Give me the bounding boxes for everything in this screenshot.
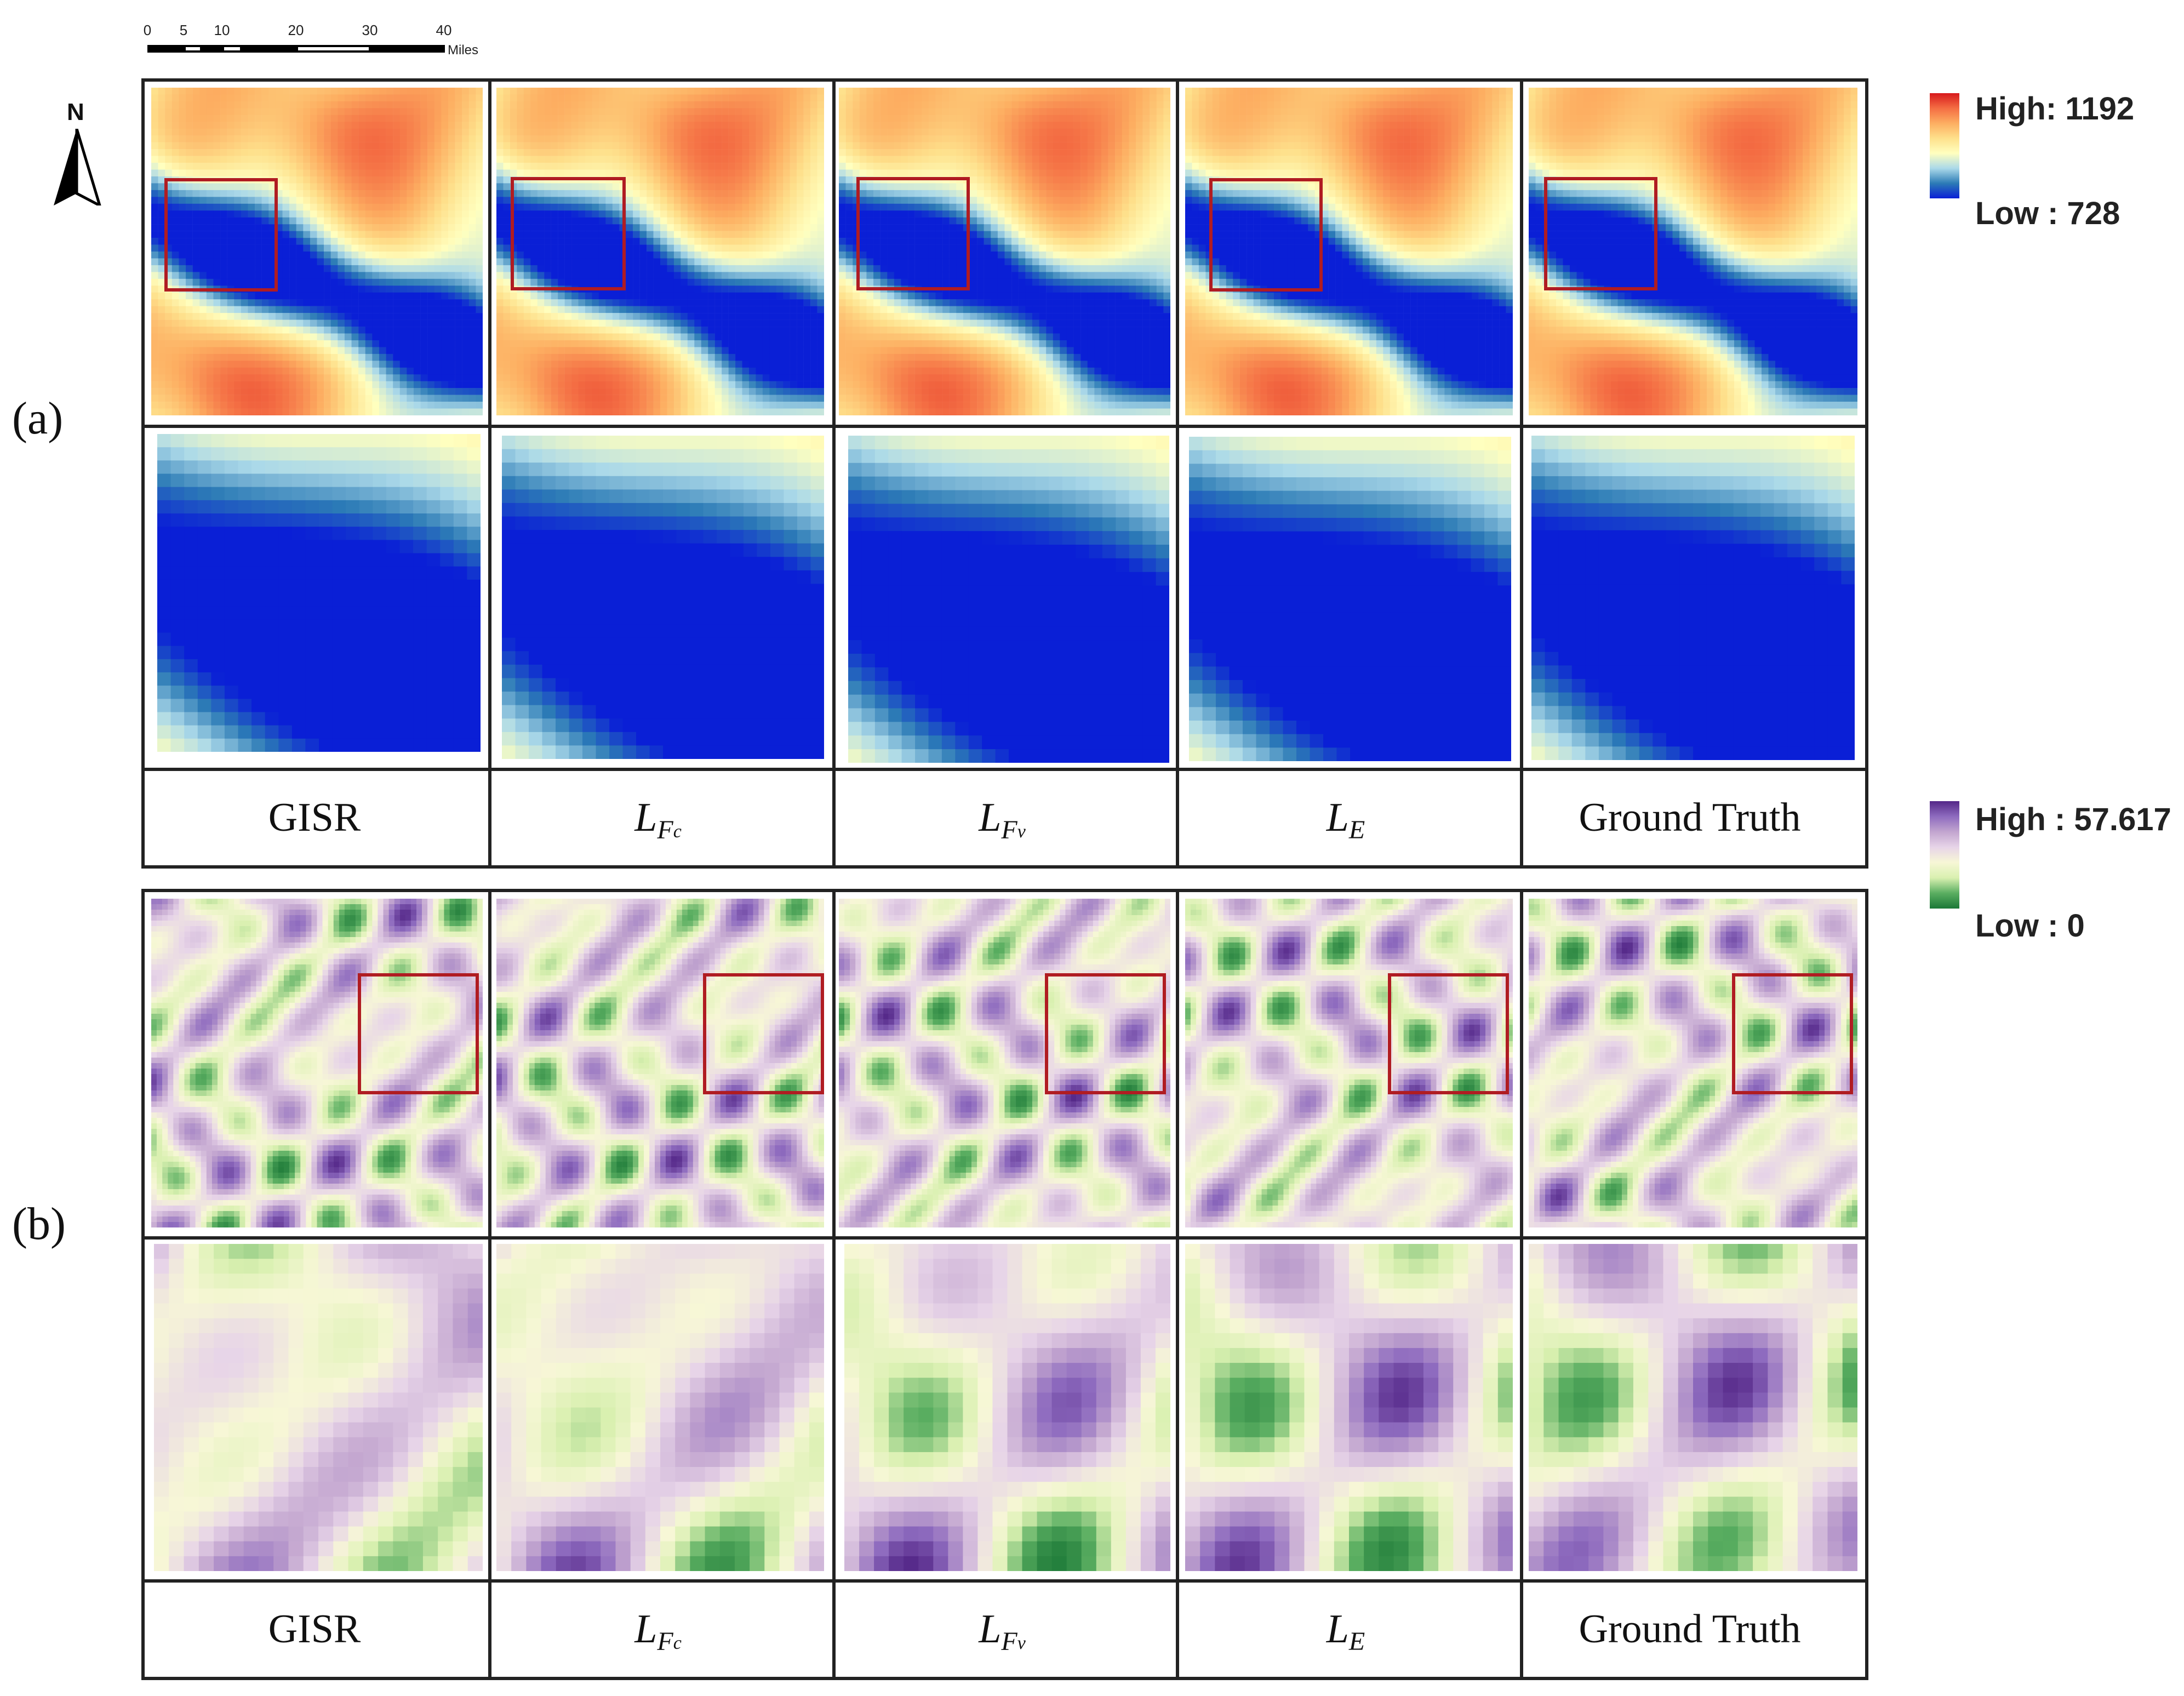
panel-b-col-divider-3 [1176, 892, 1179, 1677]
dem-zoom-lfc-raster [502, 436, 824, 759]
elevation-legend-low: Low : 728 [1975, 195, 2120, 232]
scale-seg-5 [241, 45, 297, 53]
dem-map-lfv [839, 88, 1170, 415]
scale-tick-20: 20 [279, 22, 312, 39]
panel-a-label-ground-truth: Ground Truth [1520, 797, 1860, 838]
zoom-box-dem-lfc [511, 177, 626, 290]
zoom-box-slope-ground-truth [1732, 973, 1853, 1094]
slope-legend-high: High : 57.617 [1975, 801, 2171, 838]
scale-seg-3 [201, 45, 223, 53]
slope-legend-low: Low : 0 [1975, 907, 2085, 944]
scale-tick-40: 40 [427, 22, 460, 39]
panel-a-row-divider-1 [145, 425, 1865, 428]
slope-zoom-lfv [844, 1244, 1170, 1571]
scale-seg-7 [370, 45, 445, 53]
slope-zoom-lfc-raster [496, 1244, 824, 1571]
slope-map-le [1185, 899, 1513, 1227]
scale-seg-1 [147, 45, 186, 53]
slope-zoom-le [1185, 1244, 1513, 1571]
slope-map-gisr-raster [151, 899, 483, 1227]
dem-zoom-lfv-raster [848, 436, 1169, 763]
panel-a-label-le: LE [1176, 797, 1516, 843]
scale-tick-5: 5 [167, 22, 200, 39]
dem-zoom-le [1189, 437, 1511, 761]
slope-zoom-lfc [496, 1244, 824, 1571]
dem-zoom-lfc [502, 436, 824, 759]
north-arrow: N [49, 99, 104, 208]
dem-map-le [1185, 88, 1513, 415]
elevation-legend-ramp [1930, 93, 1959, 198]
slope-zoom-gisr-raster [154, 1244, 483, 1571]
slope-zoom-lfv-raster [844, 1244, 1170, 1571]
panel-b-row-divider-1 [145, 1236, 1865, 1240]
dem-map-gisr [151, 88, 483, 415]
panel-a-col-divider-3 [1176, 82, 1179, 865]
elevation-legend-high: High: 1192 [1975, 90, 2134, 127]
slope-map-lfc [496, 899, 824, 1227]
dem-map-ground-truth [1529, 88, 1857, 415]
dem-zoom-ground-truth [1531, 436, 1855, 760]
slope-zoom-ground-truth-raster [1529, 1244, 1857, 1571]
dem-zoom-gisr [157, 434, 481, 752]
slope-map-lfc-raster [496, 899, 824, 1227]
panel-b-col-divider-4 [1520, 892, 1523, 1677]
zoom-box-dem-le [1209, 178, 1323, 292]
zoom-box-dem-ground-truth [1544, 177, 1657, 290]
scale-seg-2 [184, 45, 202, 53]
panel-a-row-divider-2 [145, 768, 1865, 771]
slope-legend-ramp [1930, 801, 1959, 909]
dem-zoom-gisr-raster [157, 434, 481, 752]
panel-b-label-le: LE [1176, 1609, 1516, 1655]
scale-seg-4 [222, 45, 242, 53]
zoom-box-slope-lfc [703, 973, 824, 1094]
dem-map-lfc-raster [496, 88, 824, 415]
panel-a-col-divider-4 [1520, 82, 1523, 865]
scale-bar: 0 5 10 20 30 40 Miles [144, 22, 507, 60]
scale-tick-0: 0 [131, 22, 164, 39]
panel-a-label-gisr: GISR [145, 797, 484, 838]
slope-zoom-le-raster [1185, 1244, 1513, 1571]
dem-zoom-lfv [848, 436, 1169, 763]
scale-tick-30: 30 [353, 22, 386, 39]
panel-a-col-divider-1 [488, 82, 491, 865]
dem-zoom-le-raster [1189, 437, 1511, 761]
slope-map-ground-truth-raster [1529, 899, 1857, 1227]
slope-zoom-gisr [154, 1244, 483, 1571]
scale-seg-6 [296, 45, 371, 53]
dem-map-lfv-raster [839, 88, 1170, 415]
dem-map-lfc [496, 88, 824, 415]
slope-map-lfv-raster [839, 899, 1170, 1227]
slope-map-gisr [151, 899, 483, 1227]
panel-a-col-divider-2 [832, 82, 836, 865]
slope-map-ground-truth [1529, 899, 1857, 1227]
panel-b-label-lfv: LFv [832, 1609, 1172, 1655]
north-label: N [67, 99, 84, 126]
panel-b-col-divider-2 [832, 892, 836, 1677]
slope-map-le-raster [1185, 899, 1513, 1227]
scale-tick-10: 10 [205, 22, 238, 39]
scale-units: Miles [448, 43, 478, 58]
slope-zoom-ground-truth [1529, 1244, 1857, 1571]
zoom-box-slope-lfv [1045, 973, 1166, 1094]
dem-zoom-ground-truth-raster [1531, 436, 1855, 760]
slope-map-lfv [839, 899, 1170, 1227]
panel-b-row-divider-2 [145, 1579, 1865, 1583]
zoom-box-dem-lfv [856, 177, 970, 290]
zoom-box-dem-gisr [164, 178, 278, 292]
dem-map-gisr-raster [151, 88, 483, 415]
zoom-box-slope-le [1388, 973, 1509, 1094]
north-arrow-icon [54, 129, 101, 205]
dem-map-le-raster [1185, 88, 1513, 415]
panel-b-label: (b) [12, 1197, 66, 1250]
panel-b-col-divider-1 [488, 892, 491, 1677]
panel-b-label-lfc: LFc [488, 1609, 828, 1655]
panel-b-label-ground-truth: Ground Truth [1520, 1609, 1860, 1649]
zoom-box-slope-gisr [358, 973, 479, 1094]
dem-map-ground-truth-raster [1529, 88, 1857, 415]
panel-a-label-lfv: LFv [832, 797, 1172, 843]
panel-b-label-gisr: GISR [145, 1609, 484, 1649]
panel-a-label: (a) [12, 392, 63, 445]
panel-a-label-lfc: LFc [488, 797, 828, 843]
